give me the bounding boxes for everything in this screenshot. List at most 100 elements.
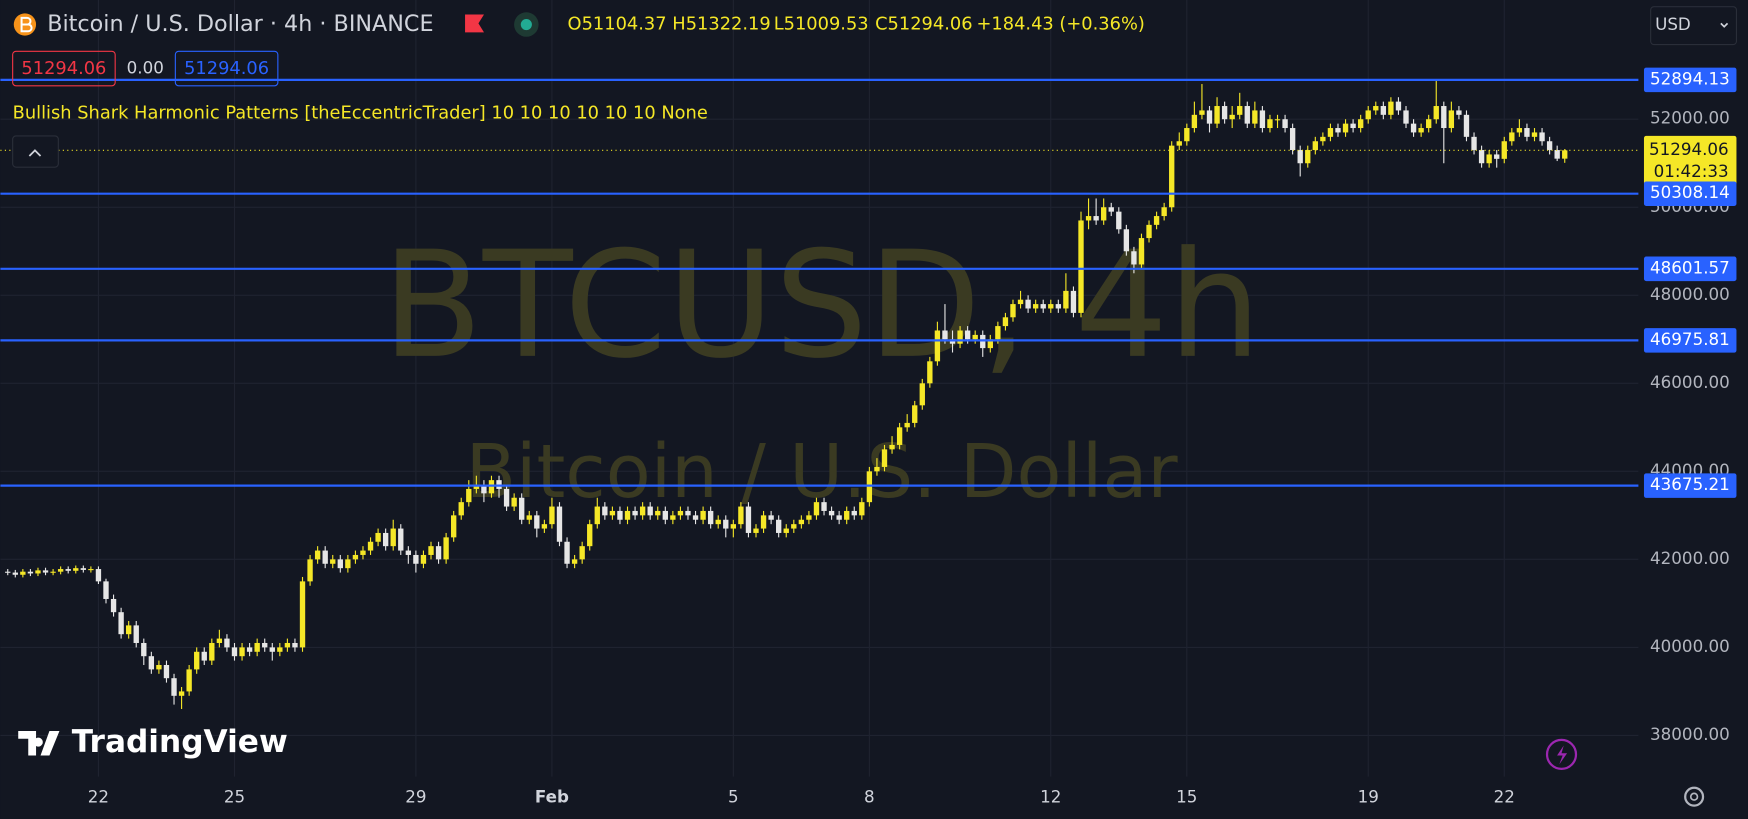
replay-button[interactable] [1545,738,1578,770]
logo-text[interactable]: TradingView [72,724,288,760]
candle-body [435,546,442,560]
candle-body [360,550,366,555]
flag-icon[interactable] [465,14,484,33]
candle-body [345,559,351,569]
x-tick-label: 12 [1040,786,1061,806]
x-tick-label: 5 [728,786,739,806]
candle-body [844,510,850,520]
candle-body [1093,216,1099,221]
candle-body [806,515,812,520]
candle-body [1562,150,1568,159]
candle-body [964,330,971,340]
candle-body [1070,290,1077,313]
candle-body [503,488,510,507]
candle-body [1509,132,1515,142]
candle-body [1161,207,1167,217]
candle-body [549,506,555,525]
candle-body [670,515,676,520]
symbol-title[interactable]: Bitcoin / U.S. Dollar · 4h · BINANCE [47,11,433,37]
currency-dropdown[interactable] [1650,6,1738,46]
candle-body [163,664,170,679]
candle-body [322,550,328,564]
last-price-box [1643,135,1737,185]
candle-body [1516,128,1523,133]
candle-body [156,664,162,670]
candle-body [178,691,185,696]
indicator-title[interactable]: Bullish Shark Harmonic Patterns [theEcce… [13,103,708,124]
watermark: BTCUSD, 4h Bitcoin / U.S. Dollar [382,219,1261,515]
candle-body [1471,136,1477,151]
candle-body [1312,141,1318,151]
candle-body [715,519,721,525]
candle-body [337,559,343,569]
candle-body [1554,150,1560,159]
candle-body [1048,304,1054,309]
candle-body [1169,145,1175,208]
candle-body [1403,110,1409,124]
candle-body [443,537,449,560]
lightning-icon [1557,745,1568,765]
candle-body [632,510,638,516]
candle-body [148,656,155,670]
x-tick-label: 25 [224,786,245,806]
candle-body [1373,106,1379,111]
candle-body [1131,251,1137,265]
candle-body [972,334,978,340]
sell-price[interactable]: 51294.06 [21,58,106,79]
candle-body [330,559,336,564]
candle-body [934,330,941,362]
candle-body [299,581,306,648]
watermark-description: Bitcoin / U.S. Dollar [466,430,1179,515]
buy-box[interactable] [174,50,279,87]
candle-body [216,638,223,643]
candle-body [828,510,835,516]
candle-body [141,642,147,657]
candle-body [1063,290,1069,309]
candle-body [692,515,699,520]
candle-body [564,541,570,564]
y-tick-label: 46000.00 [1650,372,1730,392]
candle-body [292,642,298,648]
candle-body [1501,141,1507,159]
candle-body [1199,110,1205,115]
candle-body [466,488,472,503]
candle-body [1191,114,1198,129]
candle-body [12,572,18,575]
y-tick-label: 40000.00 [1650,636,1730,656]
settings-center [1689,792,1699,801]
sell-box[interactable] [12,50,116,87]
candle-body [534,515,540,529]
candle-body [1206,110,1213,124]
settings-button[interactable] [1684,786,1705,807]
candle-body [1426,119,1432,129]
plot [5,79,1568,710]
y-tick-label: 52000.00 [1650,108,1730,128]
candle-body [1108,207,1114,212]
candle-body [836,515,842,520]
candle-body [874,466,880,472]
level-box [1643,328,1737,353]
candle-body [1002,317,1009,327]
candle-body [398,528,404,551]
candle-body [390,528,396,547]
candle-body [1282,119,1288,129]
candle-body [556,506,563,542]
x-tick-label: 29 [405,786,426,806]
candle-body [1486,154,1492,164]
countdown: 01:42:33 [1654,161,1729,181]
candle-body [27,571,34,574]
candle-body [1252,110,1258,124]
candle-body [639,506,646,516]
candle-body [889,444,895,450]
candle-body [1410,123,1417,133]
currency[interactable]: USD [1655,14,1691,34]
candle-body [42,570,49,573]
candle-body [1539,132,1545,142]
status-dot [520,18,532,31]
candle-body [413,554,419,564]
candle-body [1418,128,1424,133]
candle-body [1524,128,1530,137]
buy-price[interactable]: 51294.06 [184,58,269,79]
candle-body [1032,304,1039,309]
candle-body [1395,101,1402,111]
